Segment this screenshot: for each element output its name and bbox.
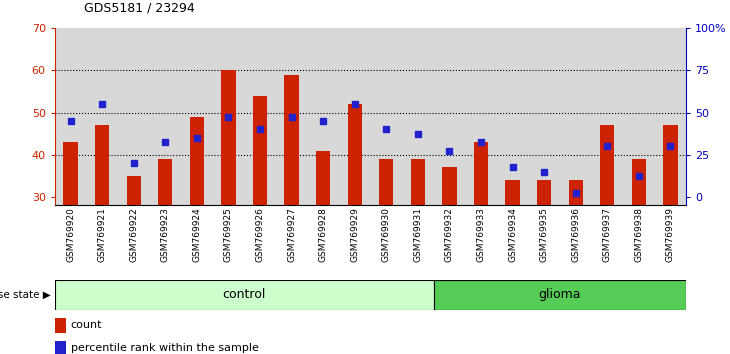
Bar — [496, 28, 529, 205]
Bar — [126, 176, 141, 205]
Bar — [339, 28, 370, 205]
Bar — [212, 28, 244, 205]
Bar — [347, 104, 362, 205]
Bar — [434, 28, 465, 205]
Text: GSM769928: GSM769928 — [318, 207, 328, 262]
Bar — [118, 28, 150, 205]
Bar — [655, 28, 686, 205]
Bar — [442, 167, 456, 205]
Text: GSM769932: GSM769932 — [445, 207, 454, 262]
Bar — [623, 28, 655, 205]
Bar — [402, 28, 434, 205]
Text: percentile rank within the sample: percentile rank within the sample — [71, 343, 258, 353]
Text: GSM769939: GSM769939 — [666, 207, 675, 262]
Bar — [244, 28, 276, 205]
Bar — [505, 180, 520, 205]
Text: GSM769933: GSM769933 — [477, 207, 485, 262]
Text: count: count — [71, 320, 102, 330]
Bar — [95, 125, 110, 205]
Bar — [55, 318, 66, 333]
Text: GSM769923: GSM769923 — [161, 207, 170, 262]
Text: GSM769930: GSM769930 — [382, 207, 391, 262]
Text: GSM769921: GSM769921 — [98, 207, 107, 262]
Bar — [591, 28, 623, 205]
Bar — [631, 159, 646, 205]
Bar — [55, 280, 434, 310]
Bar — [411, 159, 425, 205]
Bar — [285, 75, 299, 205]
Text: GSM769938: GSM769938 — [634, 207, 643, 262]
Text: GSM769920: GSM769920 — [66, 207, 75, 262]
Text: GSM769931: GSM769931 — [413, 207, 423, 262]
Text: GSM769926: GSM769926 — [255, 207, 264, 262]
Bar — [86, 28, 118, 205]
Text: GSM769927: GSM769927 — [287, 207, 296, 262]
Bar — [150, 28, 181, 205]
Text: glioma: glioma — [539, 288, 581, 301]
Bar — [55, 28, 86, 205]
Bar — [276, 28, 307, 205]
Text: GSM769937: GSM769937 — [603, 207, 612, 262]
Text: GSM769936: GSM769936 — [571, 207, 580, 262]
Text: disease state ▶: disease state ▶ — [0, 290, 51, 300]
Bar — [64, 142, 77, 205]
Text: GSM769935: GSM769935 — [539, 207, 549, 262]
Text: GSM769929: GSM769929 — [350, 207, 359, 262]
Bar — [221, 70, 236, 205]
Text: control: control — [223, 288, 266, 301]
Bar — [465, 28, 496, 205]
Bar — [55, 341, 66, 354]
Bar — [529, 28, 560, 205]
Text: GSM769924: GSM769924 — [192, 207, 201, 262]
Text: GSM769934: GSM769934 — [508, 207, 517, 262]
Text: GDS5181 / 23294: GDS5181 / 23294 — [84, 1, 195, 14]
Bar — [560, 28, 591, 205]
Bar — [181, 28, 212, 205]
Bar — [158, 159, 172, 205]
Bar — [600, 125, 615, 205]
Bar — [537, 180, 551, 205]
Bar — [370, 28, 402, 205]
Bar — [379, 159, 393, 205]
Bar — [434, 280, 686, 310]
Bar — [569, 180, 583, 205]
Text: GSM769925: GSM769925 — [224, 207, 233, 262]
Bar — [664, 125, 677, 205]
Bar — [253, 96, 267, 205]
Bar — [316, 150, 330, 205]
Text: GSM769922: GSM769922 — [129, 207, 138, 262]
Bar — [474, 142, 488, 205]
Bar — [190, 117, 204, 205]
Bar — [307, 28, 339, 205]
